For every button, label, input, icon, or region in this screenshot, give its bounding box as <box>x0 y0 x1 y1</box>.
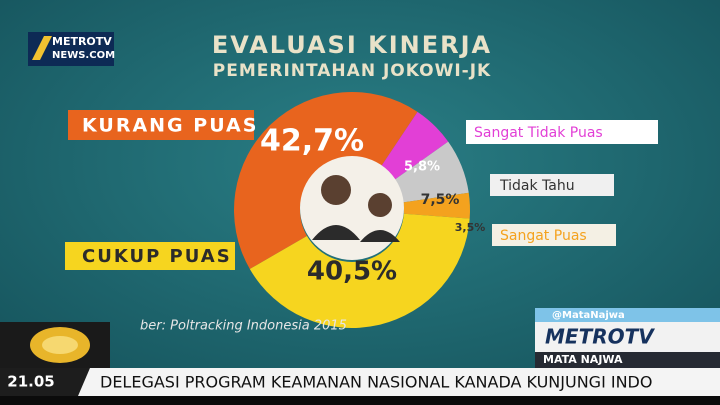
twitter-strip <box>535 308 720 322</box>
ticker-bar <box>0 368 720 396</box>
slice-value-label: 5,8% <box>404 160 440 175</box>
source-note: ber: Poltracking Indonesia 2015 <box>140 319 347 334</box>
time: 21.05 <box>7 373 54 391</box>
category-label: Sangat Puas <box>500 228 587 244</box>
pie-slice <box>403 192 470 219</box>
category-box <box>492 224 616 246</box>
corner-logo <box>42 336 78 354</box>
logo-mark <box>32 36 52 60</box>
ticker-separator <box>62 368 90 396</box>
donut-chart: 42,7%KURANG PUAS 5,8% Sangat Tidak Puas 7,5… <box>65 91 658 329</box>
slice-value-label: 42,7% <box>260 124 364 159</box>
channel-box <box>535 322 720 352</box>
show-name: MATA NAJWA <box>543 353 623 366</box>
show-strip <box>535 352 720 368</box>
ticker-text: DELEGASI PROGRAM KEAMANAN NASIONAL KANAD… <box>100 373 652 392</box>
portrait-figure <box>360 230 400 242</box>
category-box <box>490 174 614 196</box>
slice-value-label: 3,5% <box>455 221 486 234</box>
category-label: Sangat Tidak Puas <box>474 125 603 141</box>
channel-logo: METROTV <box>545 325 655 349</box>
pie-slice <box>234 91 418 270</box>
portrait-figure <box>368 193 392 217</box>
logo-subtext: NEWS.COM <box>52 50 115 61</box>
slice-value-label: 7,5% <box>421 192 460 208</box>
twitter-handle: @MataNajwa <box>552 310 625 321</box>
category-box <box>65 242 235 270</box>
chart-title: EVALUASI KINERJA <box>212 31 492 59</box>
portrait-figure <box>321 175 351 205</box>
bottom-edge <box>0 396 720 405</box>
category-box <box>68 110 254 140</box>
category-label: KURANG PUAS <box>82 115 258 137</box>
chart-subtitle: PEMERINTAHAN JOKOWI-JK <box>213 61 491 81</box>
pie-slice <box>394 141 469 203</box>
category-box <box>466 120 658 144</box>
portrait-figure <box>312 225 360 240</box>
pie-slice <box>380 111 449 180</box>
category-label: Tidak Tahu <box>499 178 575 194</box>
slice-value-label: 40,5% <box>307 257 397 287</box>
logo-text: METROTV <box>52 35 112 48</box>
category-label: CUKUP PUAS <box>82 246 232 267</box>
pie-slice <box>249 213 470 329</box>
time-box <box>0 368 62 396</box>
